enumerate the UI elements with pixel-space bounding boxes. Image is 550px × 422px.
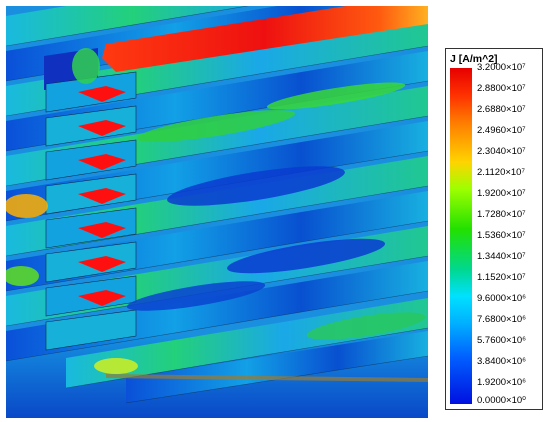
legend-title: J [A/m^2] [450, 53, 498, 65]
tick-label: 1.9200×10⁶ [477, 377, 527, 388]
tick-label: 1.7280×10⁷ [477, 209, 526, 220]
tick-label: 3.8400×10⁶ [477, 356, 527, 367]
tick-label: 2.3040×10⁷ [477, 146, 526, 157]
colorbar [450, 68, 472, 404]
tick-label: 5.7600×10⁶ [477, 335, 527, 346]
stacked-blocks [45, 71, 137, 351]
current-density-plot [6, 6, 428, 418]
field-blotches [6, 48, 426, 374]
tick-label: 1.5360×10⁷ [477, 230, 526, 241]
tick-label: 1.9200×10⁷ [477, 188, 526, 199]
tick-label: 2.6880×10⁷ [477, 104, 526, 115]
floor-edge [106, 374, 428, 382]
hot-top-bar [102, 6, 428, 72]
tick-label: 1.3440×10⁷ [477, 251, 526, 262]
tick-label: 2.4960×10⁷ [477, 125, 526, 136]
field-render [6, 6, 428, 418]
tick-label: 7.6800×10⁶ [477, 314, 527, 325]
tick-label: 2.1120×10⁷ [477, 167, 525, 178]
tick-label: 3.2000×10⁷ [477, 62, 526, 73]
tick-label: 9.6000×10⁶ [477, 293, 527, 304]
tick-label: 0.0000×10⁰ [477, 395, 526, 406]
tick-label: 2.8800×10⁷ [477, 83, 526, 94]
color-legend: J [A/m^2] 3.2000×10⁷ 2.8800×10⁷ 2.6880×1… [445, 48, 543, 410]
tick-label: 1.1520×10⁷ [477, 272, 526, 283]
